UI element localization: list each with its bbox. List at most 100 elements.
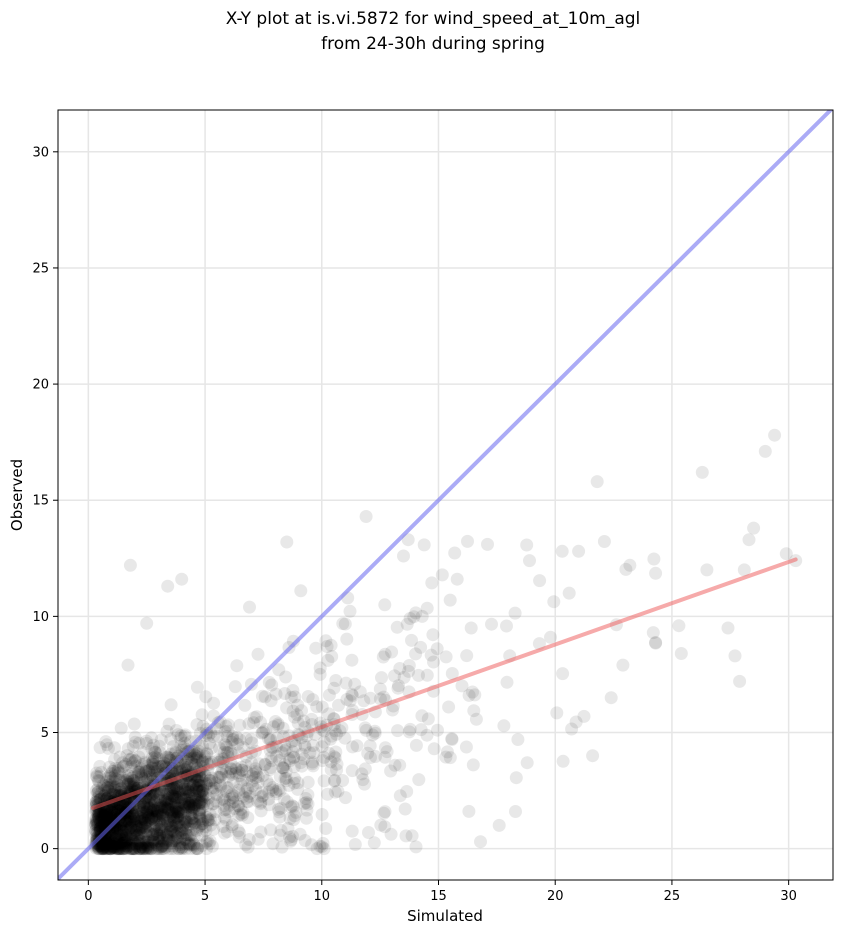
scatter-point [169,805,183,818]
scatter-point [173,823,187,837]
scatter-point [409,647,423,661]
scatter-point [276,721,290,735]
scatter-point [135,819,149,833]
scatter-point [92,815,105,829]
scatter-point [104,771,118,785]
scatter-point [415,609,429,623]
scatter-point [140,807,154,821]
scatter-point [509,805,522,818]
scatter-point [112,841,126,855]
scatter-point [135,841,149,855]
scatter-point [189,776,202,790]
scatter-point [147,804,161,817]
scatter-point [130,770,144,784]
scatter-point [695,465,709,479]
scatter-point [235,808,249,822]
scatter-point [103,842,117,856]
scatter-point [115,838,129,851]
scatter-point [90,815,104,829]
scatter-point [269,787,283,801]
x-tick-label: 30 [780,889,797,904]
scatter-point [263,778,277,792]
scatter-point [461,534,474,548]
scatter-point [97,789,111,803]
scatter-point [153,842,167,856]
scatter-point [182,799,196,813]
scatter-point [254,715,267,729]
scatter-point [377,690,391,704]
scatter-point [164,732,178,746]
scatter-point [289,739,303,753]
scatter-point [100,813,114,827]
scatter-point [178,728,192,742]
scatter-point [115,842,129,856]
scatter-point [276,761,290,775]
scatter-point [138,812,152,826]
scatter-point [335,721,349,735]
scatter-point [147,786,161,800]
scatter-point [306,755,319,769]
scatter-point [178,813,192,827]
scatter-point [136,841,150,855]
scatter-point [135,812,149,826]
scatter-point [123,815,137,829]
scatter-point [97,813,111,827]
scatter-point [232,830,246,844]
scatter-point [143,813,157,827]
scatter-point [123,821,137,835]
scatter-point [115,782,128,796]
scatter-point [346,740,359,754]
scatter-point [170,818,184,832]
scatter-point [188,748,202,762]
scatter-point [126,842,140,856]
regression-fit-line [91,557,798,810]
scatter-point [108,772,122,786]
scatter-point [198,768,212,782]
scatter-point [151,801,165,815]
scatter-point [244,756,258,770]
scatter-point [120,833,134,847]
scatter-point [178,832,192,846]
scatter-point [93,842,107,856]
scatter-point [165,762,179,775]
scatter-point [117,836,130,850]
scatter-point [134,840,148,854]
scatter-point [291,698,305,712]
scatter-point [333,724,347,738]
scatter-point [127,717,141,731]
scatter-point [154,832,168,845]
scatter-point [226,775,240,789]
scatter-point [192,820,206,834]
scatter-point [172,784,186,798]
scatter-point [114,842,128,856]
scatter-point [168,824,182,838]
scatter-point [143,770,157,784]
scatter-point [327,774,341,788]
scatter-point [142,763,156,777]
scatter-point [238,698,252,712]
scatter-point [150,826,164,840]
scatter-point [320,640,334,653]
scatter-point [590,475,604,489]
scatter-point [188,791,202,805]
grid-lines [58,110,833,880]
scatter-point [107,803,121,817]
scatter-point [145,731,158,745]
scatter-point [123,769,136,783]
scatter-point [103,834,117,848]
scatter-point [172,842,186,856]
scatter-point [114,837,128,850]
scatter-point [172,795,186,809]
scatter-point [138,813,152,827]
scatter-point [92,810,106,824]
scatter-point [173,786,186,800]
scatter-point [273,753,287,767]
scatter-point [111,824,125,838]
scatter-point [721,621,735,635]
scatter-point [139,734,153,748]
scatter-point [273,828,287,842]
scatter-point [242,833,256,846]
scatter-point [400,785,414,798]
scatter-point [324,755,338,769]
scatter-point [193,770,207,784]
